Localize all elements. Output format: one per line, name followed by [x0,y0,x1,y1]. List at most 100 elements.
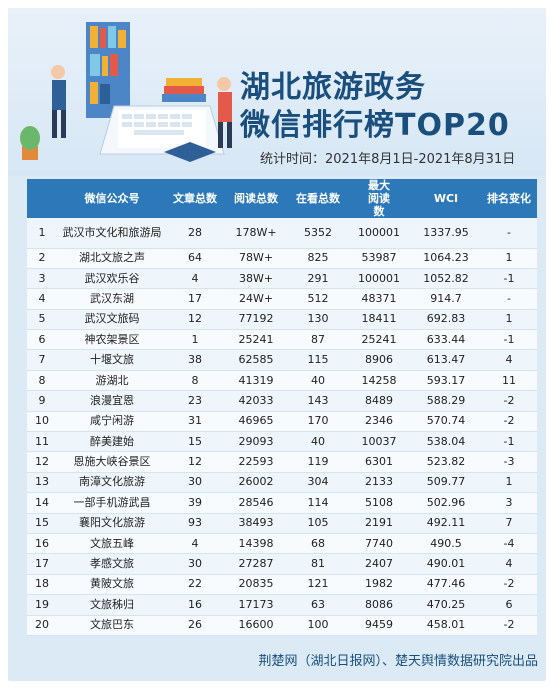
cell-wci: 490.5 [411,533,481,555]
cell-max-reads: 100001 [347,268,411,290]
cell-reads: 77192 [223,309,289,331]
cell-rank: 10 [27,411,57,433]
cell-max-reads: 5108 [347,492,411,514]
cell-wci: 1064.23 [411,248,481,269]
cell-max-reads: 8906 [347,349,411,371]
cell-rank-change: -1 [481,329,537,351]
cell-reads: 14398 [223,533,289,555]
cell-wci: 492.11 [411,513,481,534]
cell-rank: 14 [27,492,57,514]
cell-articles: 4 [167,533,223,555]
col-header-account: 微信公众号 [84,192,140,205]
cell-reads: 42033 [223,390,289,412]
cell-wci: 613.47 [411,349,481,371]
cell-rank-change: -3 [481,451,537,473]
cell-max-reads: 8086 [347,594,411,616]
cell-rank: 9 [27,390,57,412]
cell-wci: 509.77 [411,472,481,494]
cell-rank: 16 [27,533,57,555]
cell-articles: 17 [167,288,223,310]
cell-rank-change: -1 [481,431,537,453]
cell-rank-change: -1 [481,268,537,290]
cell-wci: 570.74 [411,411,481,433]
table-row: 1 武汉市文化和旅游局 28 178W+ 5352 100001 1337.95- [27,218,537,249]
cell-account: 黄陂文旅 [57,574,167,596]
col-header-max-reads: 最大阅读数 [347,179,411,218]
cell-reads: 16600 [223,615,289,636]
cell-account: 浪漫宜恩 [57,390,167,412]
cell-reads: 17173 [223,594,289,616]
table-row: 16 文旅五峰 4 14398 68 7740 490.5 -4 [27,533,537,555]
cell-wci: 633.44 [411,329,481,351]
cell-reads: 20835 [223,574,289,596]
col-header-rank-change: 排名变化 [487,192,531,205]
table-row: 5 武汉文旅码 12 77192 130 18411 692.83 1 [27,309,537,331]
cell-likes: 68 [289,533,347,555]
cell-reads: 28546 [223,492,289,514]
cell-wci: 477.46 [411,574,481,596]
page-title-line1: 湖北旅游政务 [240,70,426,105]
cell-articles: 30 [167,553,223,575]
cell-articles: 8 [167,370,223,392]
cell-rank: 13 [27,472,57,494]
cell-account: 咸宁闲游 [57,411,167,433]
cell-account: 湖北文旅之声 [57,248,167,269]
cell-articles: 26 [167,615,223,636]
cell-rank: 7 [27,349,57,371]
cell-account: 文旅巴东 [57,615,167,636]
stat-period: 统计时间：2021年8月1日-2021年8月31日 [260,152,516,167]
table-row: 18 黄陂文旅 22 20835 121 1982 477.46 -2 [27,574,537,596]
cell-reads: 22593 [223,451,289,473]
table-body: 1 武汉市文化和旅游局 28 178W+ 5352 100001 1337.95-2 湖北文旅… [27,218,537,636]
cell-rank-change: -2 [481,411,537,433]
cell-likes: 87 [289,329,347,351]
col-header-articles: 文章总数 [173,192,217,205]
cell-rank-change: 1 [481,472,537,494]
table-row: 17 孝感文旅 30 27287 81 2407 490.01 4 [27,553,537,575]
cell-rank: 20 [27,615,57,636]
cell-rank: 15 [27,513,57,534]
cell-wci: 1052.82 [411,268,481,290]
cell-reads: 29093 [223,431,289,453]
cell-articles: 39 [167,492,223,514]
table-row: 4 武汉东湖 17 24W+ 512 48371 914.7- [27,288,537,310]
table-row: 14 一部手机游武昌 39 28546 114 5108 502.96 3 [27,492,537,514]
table-row: 7 十堰文旅 38 62585 115 8906 613.47 4 [27,349,537,371]
cell-articles: 28 [167,218,223,249]
cell-articles: 15 [167,431,223,453]
cell-rank-change: -2 [481,615,537,636]
cell-rank: 17 [27,553,57,575]
cell-likes: 115 [289,349,347,371]
cell-account: 文旅秭归 [57,594,167,616]
cell-rank: 3 [27,268,57,290]
cell-max-reads: 53987 [347,248,411,269]
cell-likes: 105 [289,513,347,534]
cell-account: 武汉欢乐谷 [57,268,167,290]
cell-rank-change: 7 [481,513,537,534]
cell-wci: 523.82 [411,451,481,473]
col-header-max-reads-label: 最大阅读数 [368,179,390,218]
cell-articles: 64 [167,248,223,269]
cell-max-reads: 25241 [347,329,411,351]
cell-max-reads: 1982 [347,574,411,596]
cell-likes: 100 [289,615,347,636]
table-row: 13 南漳文化旅游 30 26002 304 2133 509.77 1 [27,472,537,494]
cell-account: 十堰文旅 [57,349,167,371]
cell-account: 恩施大峡谷景区 [57,451,167,473]
page-title-line2: 微信排行榜TOP20 [240,108,510,143]
cell-articles: 38 [167,349,223,371]
cell-rank: 1 [27,218,57,249]
cell-reads: 38493 [223,513,289,534]
cell-articles: 4 [167,268,223,290]
cell-rank: 2 [27,248,57,269]
cell-likes: 304 [289,472,347,494]
table-row: 9 浪漫宜恩 23 42033 143 8489 588.29 -2 [27,390,537,412]
col-header-likes: 在看总数 [296,192,340,205]
cell-reads: 62585 [223,349,289,371]
cell-account: 武汉市文化和旅游局 [57,218,167,249]
cell-max-reads: 9459 [347,615,411,636]
cell-wci: 538.04 [411,431,481,453]
cell-likes: 825 [289,248,347,269]
cell-likes: 40 [289,370,347,392]
cell-reads: 78W+ [223,248,289,269]
